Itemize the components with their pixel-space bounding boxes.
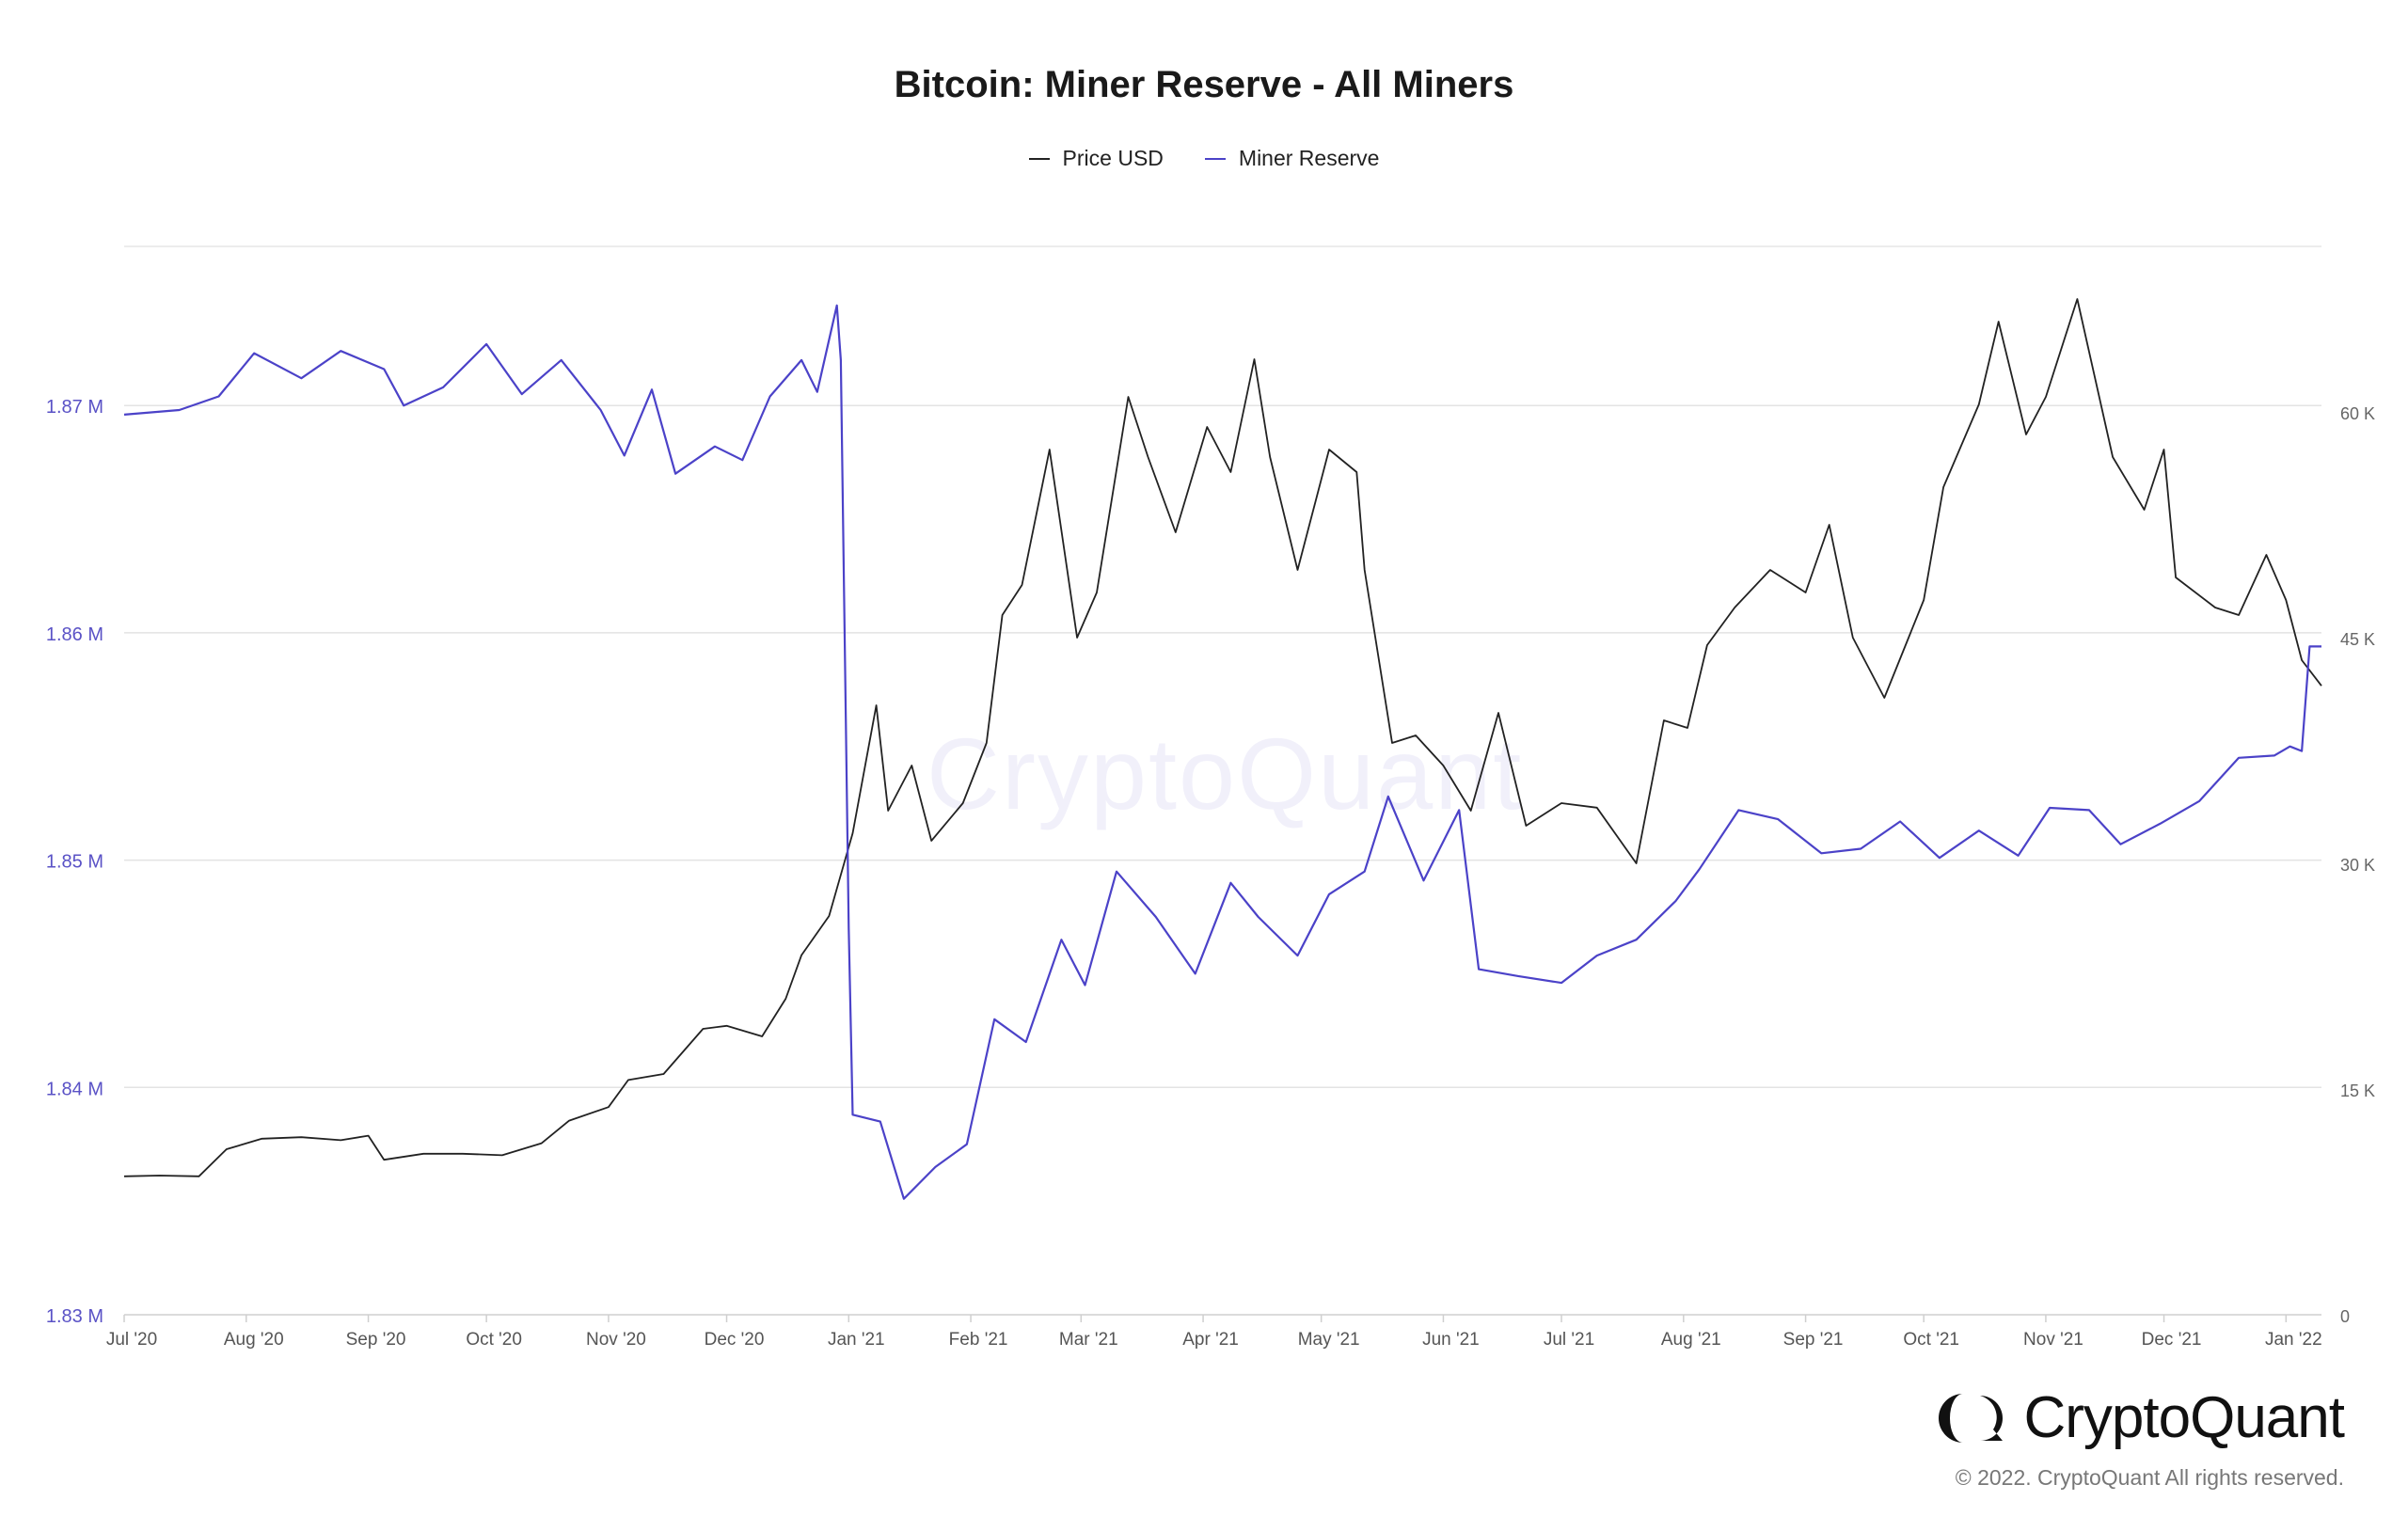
legend-label-miner-reserve: Miner Reserve	[1238, 146, 1380, 170]
y-right-tick-label: 15 K	[2340, 1082, 2375, 1100]
brand-logo-icon	[1939, 1393, 2004, 1443]
y-left-tick-label: 1.86 M	[46, 624, 103, 645]
series-line-price-usd	[123, 298, 2322, 1177]
x-tick-label: Jan '21	[828, 1330, 885, 1350]
x-tick-label: Jun '21	[1422, 1330, 1480, 1350]
brand-block: CryptoQuant	[1937, 1384, 2345, 1451]
chart-title: Bitcoin: Miner Reserve - All Miners	[894, 64, 1514, 105]
legend-swatch-price	[1028, 157, 1050, 160]
brand-name: CryptoQuant	[2023, 1385, 2345, 1450]
x-tick-label: Apr '21	[1182, 1330, 1239, 1350]
x-tick-label: Nov '21	[2023, 1330, 2083, 1350]
y-right-tick-label: 30 K	[2340, 856, 2375, 875]
legend-item-price[interactable]: Price USD	[1028, 146, 1164, 171]
legend-swatch-miner-reserve	[1204, 157, 1226, 160]
y-right-tick-label: 60 K	[2340, 404, 2375, 423]
x-tick-label: Nov '20	[586, 1330, 646, 1350]
chart-legend: Price USD Miner Reserve	[0, 146, 2408, 171]
series-line-miner-reserve	[123, 304, 2321, 1200]
x-tick-label: Sep '21	[1783, 1330, 1844, 1350]
x-tick-label: Mar '21	[1059, 1330, 1118, 1350]
x-tick-label: Sep '20	[346, 1330, 406, 1350]
x-tick-label: Jul '21	[1544, 1330, 1594, 1350]
y-left-tick-label: 1.83 M	[46, 1306, 103, 1327]
x-tick-label: Oct '21	[1903, 1330, 1959, 1350]
legend-item-miner-reserve[interactable]: Miner Reserve	[1204, 146, 1380, 171]
x-tick-label: Dec '20	[705, 1330, 765, 1350]
x-tick-label: Aug '21	[1661, 1330, 1721, 1350]
x-tick-label: Jul '20	[106, 1330, 157, 1350]
y-left-tick-label: 1.85 M	[46, 852, 103, 873]
x-tick-label: Jan '22	[2265, 1330, 2322, 1350]
y-right-tick-label: 0	[2340, 1307, 2350, 1326]
y-left-tick-label: 1.84 M	[46, 1079, 103, 1099]
y-right-tick-label: 45 K	[2340, 630, 2375, 649]
x-tick-label: Dec '21	[2142, 1330, 2202, 1350]
x-tick-label: Feb '21	[949, 1330, 1008, 1350]
legend-label-price: Price USD	[1062, 146, 1164, 170]
x-tick-label: Oct '20	[466, 1330, 522, 1350]
x-tick-label: Aug '20	[224, 1330, 284, 1350]
y-left-tick-label: 1.87 M	[46, 397, 103, 418]
x-tick-label: May '21	[1298, 1330, 1360, 1350]
copyright-text: © 2022. CryptoQuant All rights reserved.	[1955, 1465, 2344, 1490]
